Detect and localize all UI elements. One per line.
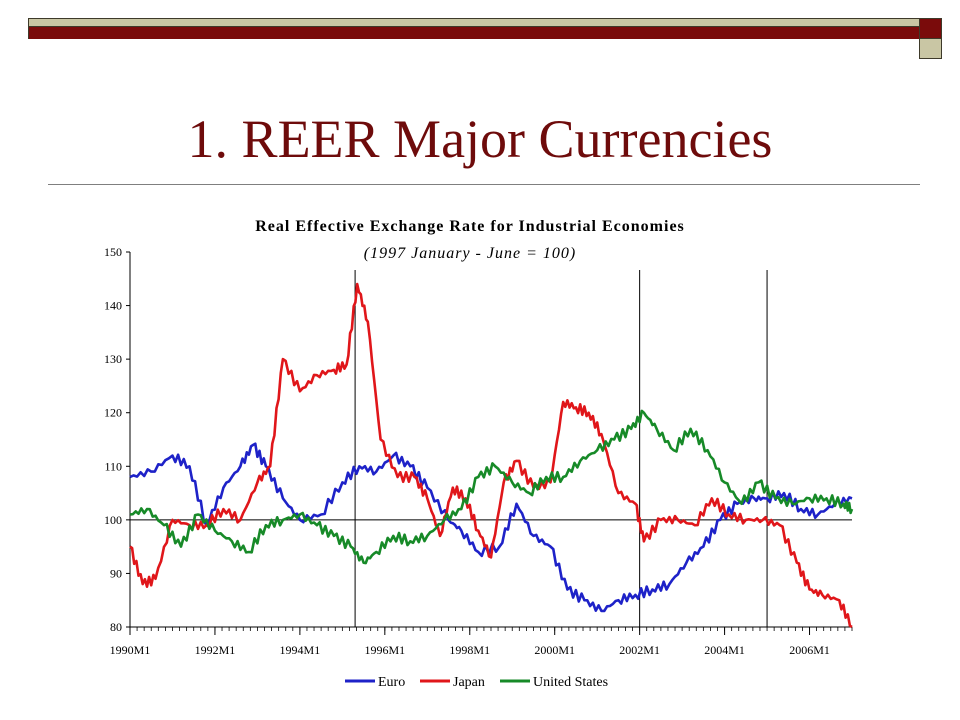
plot-area: 80 90 100 110 120 130 140 150 1990M1 1992M1 1994M1… bbox=[104, 245, 854, 657]
x-tick-label: 2000M1 bbox=[534, 643, 575, 657]
top-decorative-bar bbox=[28, 18, 920, 39]
x-tick-label: 1990M1 bbox=[110, 643, 151, 657]
chart-subtitle: (1997 January - June = 100) bbox=[364, 245, 576, 262]
x-tick-label: 1996M1 bbox=[364, 643, 405, 657]
y-tick-label: 140 bbox=[104, 299, 122, 313]
slide-title: 1. REER Major Currencies bbox=[187, 109, 773, 169]
legend-label-euro: Euro bbox=[378, 675, 405, 690]
legend-label-japan: Japan bbox=[453, 675, 485, 690]
chart-title: Real Effective Exchange Rate for Industr… bbox=[255, 218, 685, 235]
top-decorative-bar-stripe bbox=[29, 26, 919, 39]
x-tick-label: 2002M1 bbox=[619, 643, 660, 657]
x-tick-label: 1992M1 bbox=[195, 643, 236, 657]
y-tick-label: 90 bbox=[110, 566, 122, 580]
y-tick-label: 120 bbox=[104, 406, 122, 420]
y-tick-label: 80 bbox=[110, 620, 122, 634]
x-tick-label: 1994M1 bbox=[280, 643, 321, 657]
series-line-euro bbox=[129, 442, 853, 613]
y-tick-label: 110 bbox=[104, 459, 122, 473]
series-line-japan bbox=[129, 282, 853, 629]
legend-label-united-states: United States bbox=[533, 675, 608, 690]
x-tick-label: 1998M1 bbox=[449, 643, 490, 657]
title-divider bbox=[48, 184, 920, 185]
series-line-united-states bbox=[129, 409, 854, 565]
y-tick-label: 150 bbox=[104, 245, 122, 259]
y-tick-label: 100 bbox=[104, 513, 122, 527]
chart-legend: Euro Japan United States bbox=[345, 675, 608, 690]
x-tick-label: 2004M1 bbox=[704, 643, 745, 657]
y-tick-label: 130 bbox=[104, 352, 122, 366]
x-tick-label: 2006M1 bbox=[789, 643, 830, 657]
corner-decorative-block-lower bbox=[919, 38, 942, 59]
